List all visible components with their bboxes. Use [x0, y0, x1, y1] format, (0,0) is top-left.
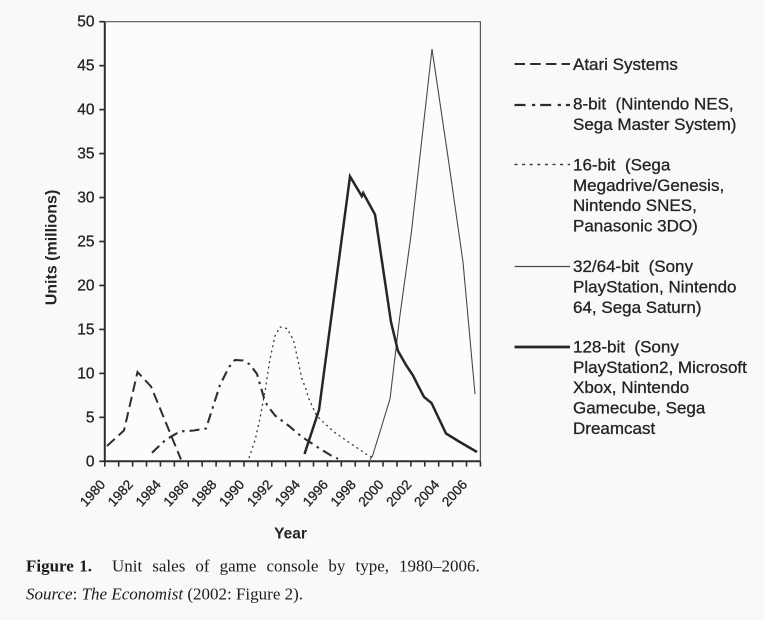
svg-text:15: 15: [77, 321, 94, 338]
svg-text:10: 10: [77, 365, 95, 382]
svg-text:Units (millions): Units (millions): [44, 190, 61, 306]
svg-text:45: 45: [77, 58, 94, 75]
svg-text:64, Sega Saturn): 64, Sega Saturn): [573, 298, 702, 317]
svg-text:Year: Year: [274, 526, 307, 543]
svg-text:PlayStation2, Microsoft: PlayStation2, Microsoft: [573, 358, 747, 377]
svg-text:30: 30: [77, 190, 95, 207]
svg-text:Source: The Economist (2002: F: Source: The Economist (2002: Figure 2).: [26, 585, 303, 604]
svg-text:Figure 1.Unit sales of game co: Figure 1. Unit sales of game console by t…: [26, 557, 480, 576]
svg-text:Atari Systems: Atari Systems: [573, 55, 678, 74]
svg-text:35: 35: [77, 146, 94, 163]
svg-text:Xbox, Nintendo: Xbox, Nintendo: [573, 378, 689, 397]
svg-text:PlayStation, Nintendo: PlayStation, Nintendo: [573, 278, 737, 297]
svg-text:Nintendo SNES,: Nintendo SNES,: [573, 196, 697, 215]
svg-text:Sega Master System): Sega Master System): [573, 115, 736, 134]
svg-text:128-bit (Sony: 128-bit (Sony: [573, 337, 679, 356]
svg-text:0: 0: [86, 453, 95, 470]
svg-text:20: 20: [77, 278, 95, 295]
svg-text:40: 40: [77, 102, 95, 119]
svg-text:50: 50: [77, 14, 95, 31]
svg-text:5: 5: [86, 409, 95, 426]
svg-text:Panasonic 3DO): Panasonic 3DO): [573, 217, 698, 236]
svg-text:16-bit (Sega: 16-bit (Sega: [573, 155, 671, 174]
svg-text:Gamecube, Sega: Gamecube, Sega: [573, 399, 706, 418]
svg-text:Megadrive/Genesis,: Megadrive/Genesis,: [573, 176, 724, 195]
svg-text:25: 25: [77, 234, 94, 251]
svg-text:32/64-bit (Sony: 32/64-bit (Sony: [573, 257, 694, 276]
svg-text:Dreamcast: Dreamcast: [573, 419, 655, 438]
svg-text:8-bit (Nintendo NES,: 8-bit (Nintendo NES,: [573, 95, 734, 114]
